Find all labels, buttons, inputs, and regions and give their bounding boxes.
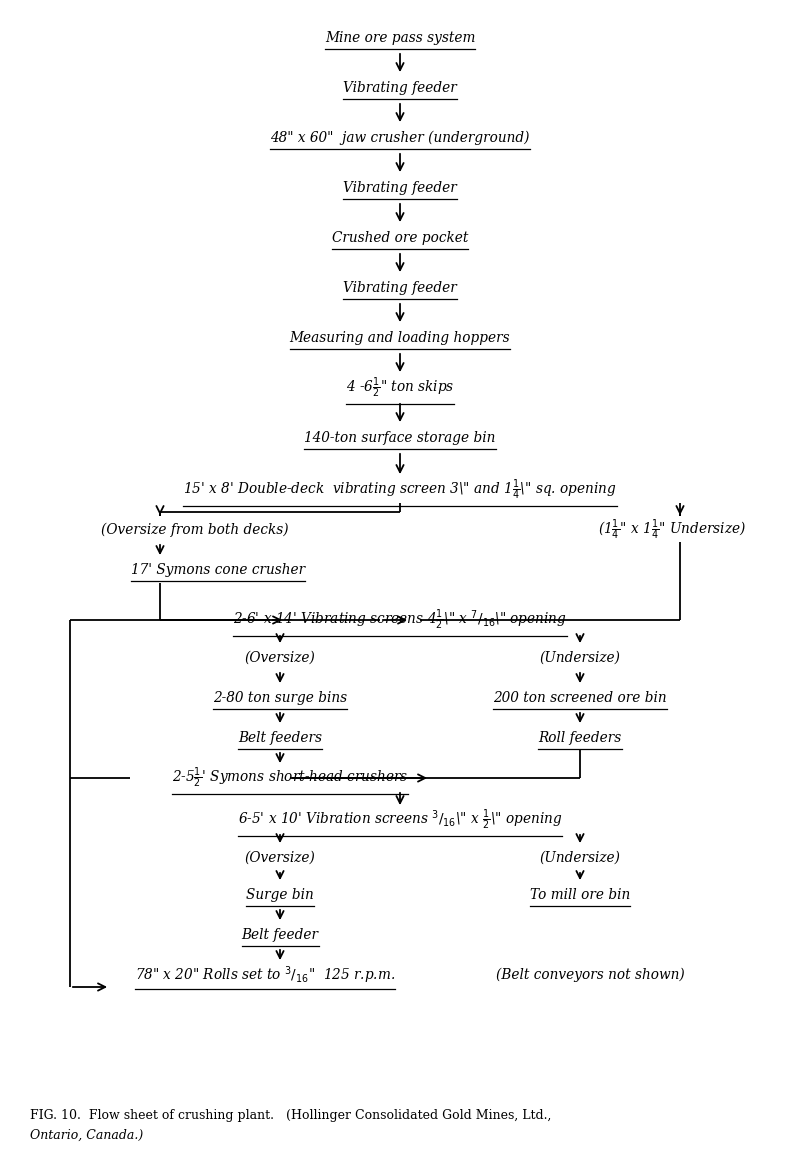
Text: 4 -6$\frac{1}{2}$" ton skips: 4 -6$\frac{1}{2}$" ton skips: [346, 376, 454, 400]
Text: Belt feeders: Belt feeders: [238, 731, 322, 745]
Text: Vibrating feeder: Vibrating feeder: [343, 280, 457, 296]
Text: 2-80 ton surge bins: 2-80 ton surge bins: [213, 691, 347, 705]
Text: (Belt conveyors not shown): (Belt conveyors not shown): [496, 968, 684, 982]
Text: Vibrating feeder: Vibrating feeder: [343, 181, 457, 195]
Text: 17' Symons cone crusher: 17' Symons cone crusher: [131, 563, 305, 577]
Text: FIG. 10.  Flow sheet of crushing plant.   (Hollinger Consolidated Gold Mines, Lt: FIG. 10. Flow sheet of crushing plant. (…: [30, 1108, 551, 1122]
Text: 15' x 8' Double-deck  vibrating screen 3\" and 1$\frac{1}{4}$\" sq. opening: 15' x 8' Double-deck vibrating screen 3\…: [183, 478, 617, 502]
Text: (1$\frac{1}{4}$" x 1$\frac{1}{4}$" Undersize): (1$\frac{1}{4}$" x 1$\frac{1}{4}$" Under…: [598, 518, 746, 542]
Text: Vibrating feeder: Vibrating feeder: [343, 81, 457, 95]
Text: 48" x 60"  jaw crusher (underground): 48" x 60" jaw crusher (underground): [270, 131, 530, 145]
Text: Roll feeders: Roll feeders: [538, 731, 622, 745]
Text: Measuring and loading hoppers: Measuring and loading hoppers: [290, 331, 510, 345]
Text: Belt feeder: Belt feeder: [242, 928, 318, 942]
Text: (Oversize): (Oversize): [245, 651, 315, 665]
Text: 2-5$\frac{1}{2}$' Symons short-head crushers: 2-5$\frac{1}{2}$' Symons short-head crus…: [172, 766, 408, 790]
Text: (Oversize from both decks): (Oversize from both decks): [101, 523, 289, 537]
Text: (Undersize): (Undersize): [539, 851, 621, 865]
Text: (Undersize): (Undersize): [539, 651, 621, 665]
Text: To mill ore bin: To mill ore bin: [530, 888, 630, 902]
Text: Mine ore pass system: Mine ore pass system: [325, 31, 475, 45]
Text: Ontario, Canada.): Ontario, Canada.): [30, 1129, 143, 1142]
Text: (Oversize): (Oversize): [245, 851, 315, 865]
Text: 78" x 20" Rolls set to $^3/_{16}$"  125 r.p.m.: 78" x 20" Rolls set to $^3/_{16}$" 125 r…: [135, 964, 395, 986]
Text: 140-ton surface storage bin: 140-ton surface storage bin: [304, 431, 496, 445]
Text: 200 ton screened ore bin: 200 ton screened ore bin: [493, 691, 667, 705]
Text: 6-5' x 10' Vibration screens $^3/_{16}$\" x $\frac{1}{2}$\" opening: 6-5' x 10' Vibration screens $^3/_{16}$\…: [238, 808, 562, 832]
Text: 2-6' x 14' Vibrating screens 4$\frac{1}{2}$\" x $^7/_{16}$\" opening: 2-6' x 14' Vibrating screens 4$\frac{1}{…: [233, 607, 567, 632]
Text: Surge bin: Surge bin: [246, 888, 314, 902]
Text: Crushed ore pocket: Crushed ore pocket: [332, 231, 468, 245]
